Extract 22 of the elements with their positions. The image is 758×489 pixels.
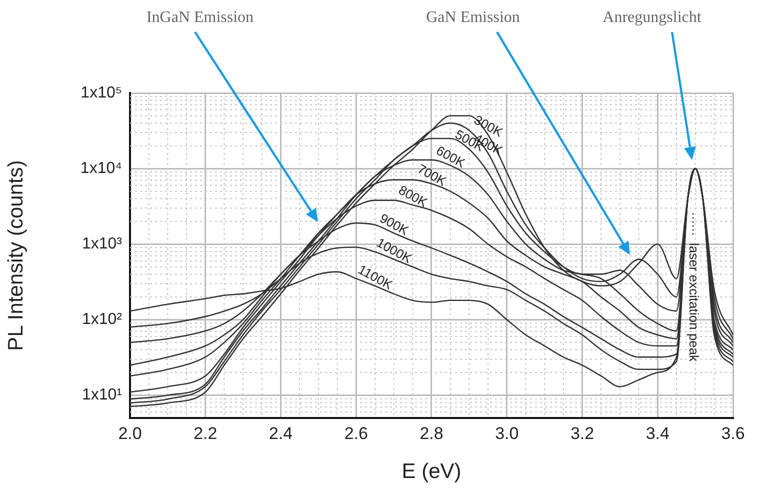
- x-tick-label: 2.4: [268, 424, 293, 443]
- x-tick-label: 3.4: [646, 424, 670, 443]
- text: 800K: [396, 182, 430, 210]
- text: 900K: [377, 210, 412, 238]
- text: InGaN Emission: [146, 9, 254, 26]
- y-axis-title: PL Intensity (counts): [4, 160, 28, 351]
- y-tick-label: 1x10⁵: [80, 84, 122, 102]
- y-tick-label: 1x10⁴: [80, 160, 122, 177]
- x-tick-label: 3.0: [495, 424, 519, 443]
- x-tick-label: 2.6: [344, 424, 368, 443]
- x-tick-label: 3.2: [570, 424, 594, 443]
- x-tick-label: 3.6: [721, 424, 745, 443]
- text: GaN Emission: [426, 9, 520, 26]
- x-tick-label: 2.8: [420, 424, 444, 443]
- y-tick-label: 1x10³: [82, 236, 123, 253]
- y-tick-label: 1x10¹: [82, 386, 122, 404]
- x-tick-label: 2.0: [118, 424, 142, 443]
- y-tick-label: 1x10²: [82, 311, 123, 328]
- annotation: laser excitation peak: [686, 243, 702, 362]
- text: Anregungslicht: [602, 9, 702, 26]
- x-axis-title: E (eV): [402, 460, 462, 484]
- x-tick-label: 2.2: [194, 424, 218, 443]
